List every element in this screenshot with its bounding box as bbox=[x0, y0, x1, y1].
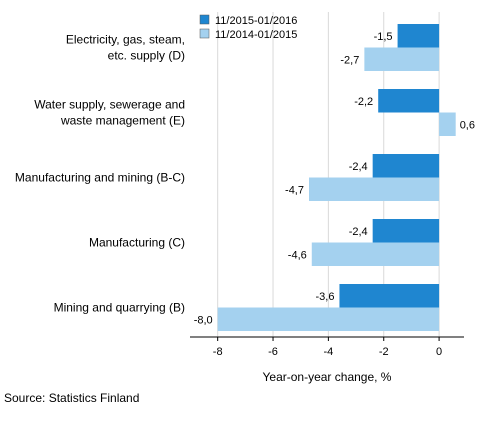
bar bbox=[311, 242, 440, 266]
bar bbox=[378, 89, 440, 113]
data-label: -2,7 bbox=[340, 54, 359, 66]
data-label: -2,4 bbox=[349, 161, 368, 173]
x-tick-label: -4 bbox=[323, 346, 333, 358]
category-label: Mining and quarrying (B) bbox=[54, 301, 185, 315]
x-axis-title: Year-on-year change, % bbox=[263, 370, 392, 384]
data-label: 0,6 bbox=[460, 119, 475, 131]
legend-label: 11/2014-01/2015 bbox=[215, 29, 297, 41]
category-label: Electricity, gas, steam, bbox=[66, 33, 185, 47]
data-label: -2,4 bbox=[349, 226, 368, 238]
data-label: -2,2 bbox=[354, 96, 373, 108]
bar bbox=[439, 112, 456, 136]
bar bbox=[309, 177, 440, 201]
x-tick-label: -2 bbox=[379, 346, 389, 358]
data-label: -3,6 bbox=[315, 291, 334, 303]
data-label: -4,6 bbox=[288, 249, 307, 261]
legend-swatch bbox=[199, 28, 210, 39]
bar bbox=[217, 307, 440, 331]
x-tick-label: 0 bbox=[436, 346, 442, 358]
category-label: Manufacturing (C) bbox=[89, 236, 185, 250]
bar bbox=[397, 24, 440, 48]
category-label: etc. supply (D) bbox=[108, 49, 185, 63]
data-label: -4,7 bbox=[285, 184, 304, 196]
category-label: waste management (E) bbox=[60, 114, 185, 128]
data-label: -1,5 bbox=[374, 31, 393, 43]
bar bbox=[364, 47, 440, 71]
data-label: -8,0 bbox=[194, 314, 213, 326]
source-note: Source: Statistics Finland bbox=[4, 391, 140, 405]
x-tick-label: -8 bbox=[213, 346, 223, 358]
bar bbox=[372, 219, 440, 243]
bar bbox=[372, 154, 440, 178]
x-tick-label: -6 bbox=[268, 346, 278, 358]
category-label: Water supply, sewerage and bbox=[34, 98, 185, 112]
legend-label: 11/2015-01/2016 bbox=[215, 15, 297, 27]
bar bbox=[339, 284, 440, 308]
category-label: Manufacturing and mining (B-C) bbox=[15, 171, 185, 185]
legend-swatch bbox=[199, 14, 210, 25]
